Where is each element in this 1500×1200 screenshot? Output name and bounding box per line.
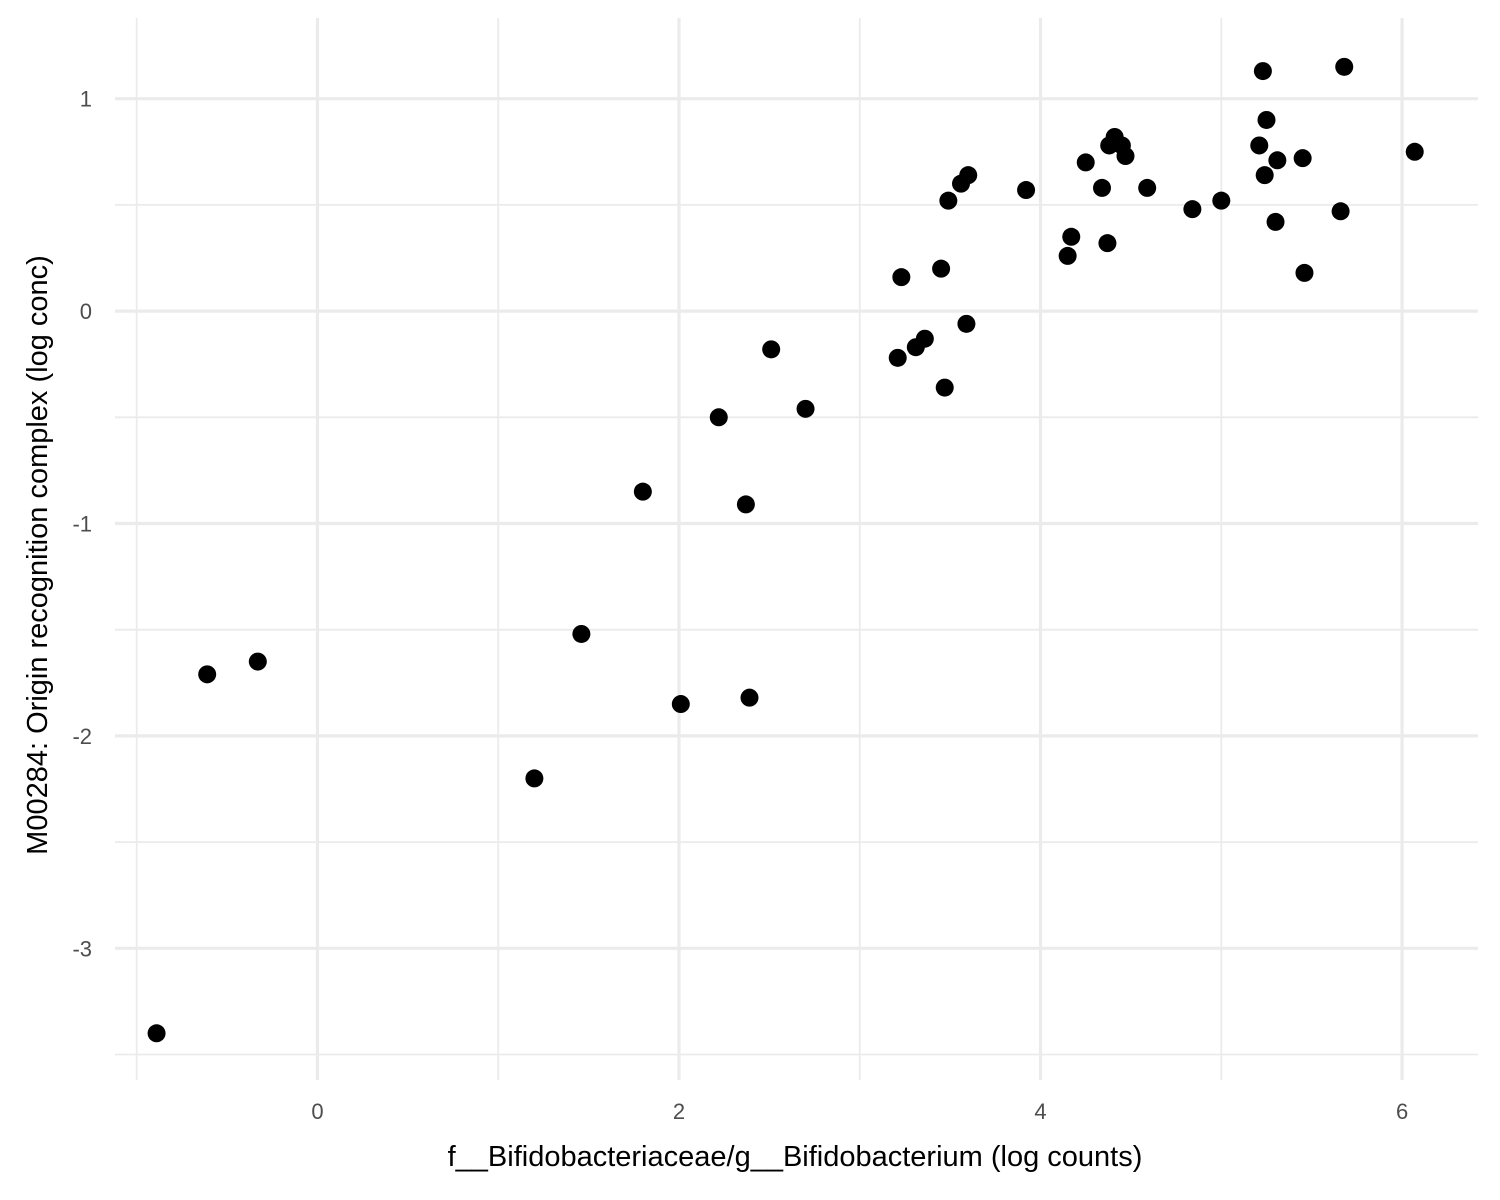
data-point <box>1266 212 1285 231</box>
data-point <box>939 191 958 210</box>
y-tick-label: 1 <box>80 87 92 112</box>
data-point <box>1335 57 1354 76</box>
y-axis-ticks: -3 -2 -1 0 1 <box>72 87 92 962</box>
data-point <box>736 495 755 514</box>
data-point <box>633 482 652 501</box>
data-point <box>709 408 728 427</box>
x-tick-label: 4 <box>1034 1099 1046 1124</box>
data-point <box>1098 234 1117 253</box>
data-point <box>198 665 217 684</box>
data-point <box>1017 181 1036 200</box>
data-point <box>915 329 934 348</box>
data-point <box>1138 178 1157 197</box>
data-point <box>959 166 978 185</box>
data-point <box>935 378 954 397</box>
x-axis-title: f__Bifidobacteriaceae/g__Bifidobacterium… <box>448 1141 1143 1173</box>
y-tick-label: 0 <box>80 299 92 324</box>
data-point <box>1062 227 1081 246</box>
data-point <box>888 348 907 367</box>
x-tick-label: 0 <box>311 1099 323 1124</box>
data-point <box>1293 149 1312 168</box>
y-tick-label: -1 <box>72 512 92 537</box>
data-point <box>1058 246 1077 265</box>
x-axis-ticks: 0 2 4 6 <box>311 1099 1408 1124</box>
data-point <box>1257 110 1276 129</box>
data-point <box>1183 200 1202 219</box>
data-point <box>572 624 591 643</box>
data-points <box>147 57 1424 1043</box>
data-point <box>1331 202 1350 221</box>
data-point <box>147 1024 166 1043</box>
data-point <box>796 399 815 418</box>
data-point <box>671 695 690 714</box>
data-point <box>1253 62 1272 81</box>
grid <box>115 18 1478 1080</box>
data-point <box>1116 147 1135 166</box>
x-tick-label: 2 <box>673 1099 685 1124</box>
data-point <box>1405 142 1424 161</box>
data-point <box>1250 136 1269 155</box>
data-point <box>1268 151 1287 170</box>
data-point <box>740 688 759 707</box>
data-point <box>525 769 544 788</box>
data-point <box>1076 153 1095 172</box>
data-point <box>1255 166 1274 185</box>
data-point <box>1093 178 1111 197</box>
data-point <box>1212 191 1231 210</box>
y-tick-label: -3 <box>72 936 92 961</box>
data-point <box>1295 263 1314 282</box>
x-tick-label: 6 <box>1396 1099 1408 1124</box>
data-point <box>762 340 781 359</box>
y-axis-title: M00284: Origin recognition complex (log … <box>22 255 54 855</box>
data-point <box>932 259 951 278</box>
data-point <box>248 652 267 671</box>
data-point <box>892 268 911 287</box>
data-point <box>957 314 976 333</box>
y-tick-label: -2 <box>72 724 92 749</box>
